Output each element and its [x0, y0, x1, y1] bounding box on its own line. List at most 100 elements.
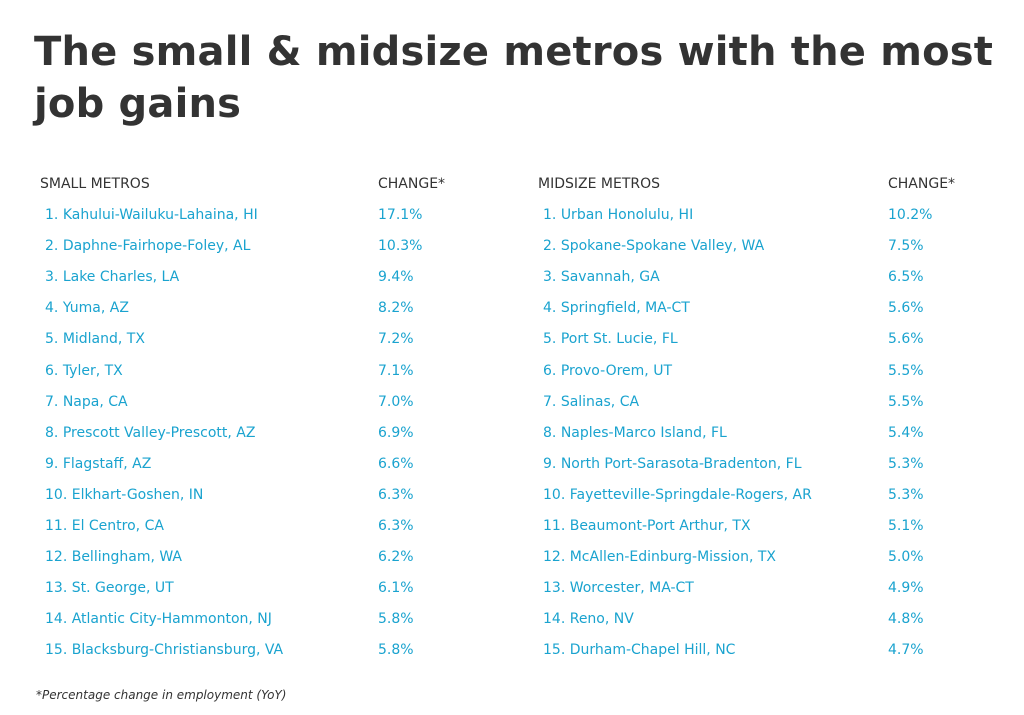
change-value: 5.8% [378, 611, 414, 628]
change-value: 7.1% [378, 362, 414, 379]
metro-label: Beaumont-Port Arthur, TX [569, 518, 751, 534]
change-value: 5.0% [888, 549, 924, 566]
metro-name: 13. St. George, UT [45, 573, 174, 604]
rank-number: 3. [45, 269, 59, 286]
change-value: 6.5% [888, 269, 924, 286]
rank-number: 5. [543, 331, 557, 348]
rank-number: 8. [45, 424, 59, 441]
rank-number: 3. [543, 269, 557, 286]
change-value: 4.8% [888, 611, 924, 628]
metro-label: Lake Charles, LA [62, 269, 180, 286]
rank-number: 2. [543, 238, 557, 255]
metro-name: 6. Provo-Orem, UT [543, 356, 672, 387]
metro-label: Naples-Marco Island, FL [560, 424, 727, 441]
metro-name: 7. Napa, CA [45, 387, 128, 418]
rank-number: 8. [543, 424, 557, 441]
metro-column-header: SMALL METROS [40, 176, 150, 192]
metro-name: 10. Fayetteville-Springdale-Rogers, AR [543, 480, 812, 511]
metro-label: Yuma, AZ [62, 300, 129, 317]
metro-label: Flagstaff, AZ [62, 455, 152, 472]
metro-label: Savannah, GA [560, 269, 660, 286]
metro-label: Elkhart-Goshen, IN [71, 486, 204, 503]
rank-number: 1. [543, 207, 557, 223]
metro-label: Springfield, MA-CT [560, 300, 690, 317]
rank-number: 10. [45, 486, 68, 503]
footnote: *Percentage change in employment (YoY) [36, 688, 287, 702]
change-value: 5.5% [888, 393, 924, 410]
metro-name: 12. McAllen-Edinburg-Mission, TX [543, 542, 776, 573]
metro-name: 4. Yuma, AZ [45, 293, 129, 324]
metro-name: 15. Durham-Chapel Hill, NC [543, 635, 735, 666]
rank-number: 14. [45, 611, 68, 628]
change-column-header: CHANGE* [888, 176, 956, 192]
change-column-header: CHANGE* [378, 176, 446, 192]
metro-name: 3. Lake Charles, LA [45, 262, 179, 293]
change-value: 6.2% [378, 549, 414, 566]
metro-name: 11. Beaumont-Port Arthur, TX [543, 511, 751, 542]
rank-number: 5. [45, 331, 59, 348]
metro-label: Worcester, MA-CT [569, 580, 694, 597]
metro-label: North Port-Sarasota-Bradenton, FL [560, 455, 802, 472]
change-value: 5.6% [888, 300, 924, 317]
metro-name: 3. Savannah, GA [543, 262, 660, 293]
change-value: 5.8% [378, 642, 414, 659]
change-value: 6.6% [378, 455, 414, 472]
metro-label: Fayetteville-Springdale-Rogers, AR [569, 486, 812, 503]
change-value: 7.5% [888, 238, 924, 255]
rank-number: 1. [45, 207, 59, 223]
change-value: 5.6% [888, 331, 924, 348]
metro-column-header: MIDSIZE METROS [538, 176, 661, 192]
metro-label: Midland, TX [62, 331, 145, 348]
change-value: 10.2% [888, 207, 933, 223]
metro-label: Atlantic City-Hammonton, NJ [71, 611, 272, 628]
metro-name: 11. El Centro, CA [45, 511, 164, 542]
rank-number: 13. [45, 580, 68, 597]
rank-number: 14. [543, 611, 566, 628]
change-value: 5.5% [888, 362, 924, 379]
rank-number: 7. [543, 393, 557, 410]
rank-number: 12. [45, 549, 68, 566]
rank-number: 2. [45, 238, 59, 255]
metro-label: Bellingham, WA [71, 549, 183, 566]
rank-number: 10. [543, 486, 566, 503]
change-value: 6.1% [378, 580, 414, 597]
metro-name: 14. Atlantic City-Hammonton, NJ [45, 604, 272, 635]
change-value: 10.3% [378, 238, 423, 255]
rank-number: 7. [45, 393, 59, 410]
change-value: 4.9% [888, 580, 924, 597]
page-title: The small & midsize metros with the most… [34, 29, 994, 127]
metro-name: 4. Springfield, MA-CT [543, 293, 690, 324]
metro-name: 6. Tyler, TX [45, 356, 123, 387]
change-value: 5.3% [888, 486, 924, 503]
metro-label: St. George, UT [71, 580, 174, 597]
metro-label: Blacksburg-Christiansburg, VA [71, 642, 284, 659]
metro-name: 7. Salinas, CA [543, 387, 639, 418]
metro-label: Kahului-Wailuku-Lahaina, HI [62, 207, 258, 223]
metro-label: Provo-Orem, UT [560, 362, 672, 379]
change-value: 6.3% [378, 486, 414, 503]
metro-name: 15. Blacksburg-Christiansburg, VA [45, 635, 283, 666]
metro-name: 2. Spokane-Spokane Valley, WA [543, 231, 764, 262]
metro-label: Port St. Lucie, FL [560, 331, 678, 348]
rank-number: 6. [45, 362, 59, 379]
change-value: 6.9% [378, 424, 414, 441]
change-value: 8.2% [378, 300, 414, 317]
metro-name: 8. Prescott Valley-Prescott, AZ [45, 418, 255, 449]
metro-label: Spokane-Spokane Valley, WA [560, 238, 765, 255]
metro-name: 10. Elkhart-Goshen, IN [45, 480, 203, 511]
change-value: 5.1% [888, 518, 924, 534]
change-value: 4.7% [888, 642, 924, 659]
rank-number: 15. [543, 642, 566, 659]
metro-label: Prescott Valley-Prescott, AZ [62, 424, 256, 441]
rank-number: 9. [45, 455, 59, 472]
metro-name: 12. Bellingham, WA [45, 542, 182, 573]
metro-name: 9. North Port-Sarasota-Bradenton, FL [543, 449, 802, 480]
rank-number: 15. [45, 642, 68, 659]
metro-label: Urban Honolulu, HI [560, 207, 694, 223]
metro-label: McAllen-Edinburg-Mission, TX [569, 549, 777, 566]
rank-number: 11. [543, 518, 566, 534]
metro-label: Napa, CA [62, 393, 128, 410]
change-value: 17.1% [378, 207, 423, 223]
metro-name: 14. Reno, NV [543, 604, 634, 635]
change-value: 7.0% [378, 393, 414, 410]
